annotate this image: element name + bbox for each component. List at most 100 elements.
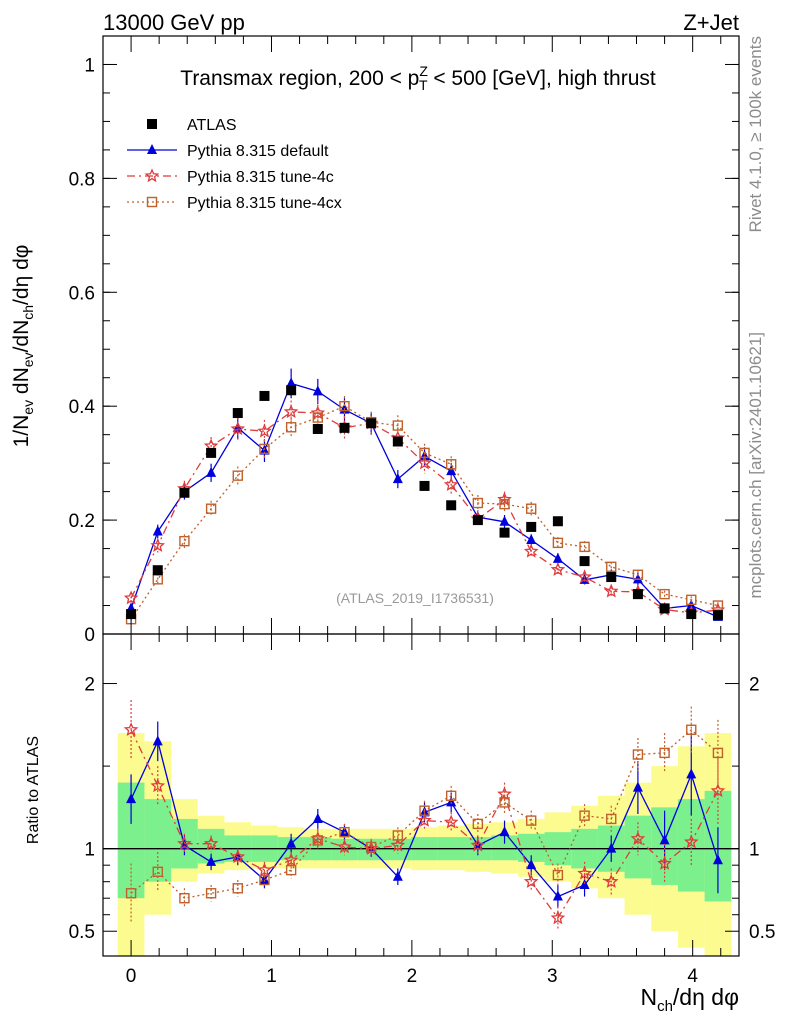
ratio-tune-4cx-point (526, 815, 537, 826)
ratio-ytick-label: 1 (84, 840, 95, 861)
legend-marker (144, 168, 160, 183)
atlas-point (392, 436, 403, 447)
ratio-tune-4c-point (470, 837, 486, 852)
ratio-tune-4c-point (177, 836, 192, 851)
main-tune-4cx-point (579, 541, 590, 553)
atlas-point (632, 589, 643, 600)
x-axis-label: Nch/dη dφ (640, 984, 739, 1015)
main-default-point (526, 534, 537, 545)
main-tune-4c-point (283, 404, 299, 419)
main-tune-4cx-line (130, 405, 719, 620)
legend: ATLAS Pythia 8.315 default Pythia 8.315 tu… (127, 117, 342, 212)
ratio-ytick-label-right: 0.5 (749, 922, 775, 943)
ratio-ytick-label-right: 2 (749, 675, 760, 696)
ratio-panel: 0.5 0.5 1 1 2 2 0 1 2 3 4 (69, 633, 775, 987)
ratio-default-point (286, 837, 297, 848)
legend-marker-atlas (147, 119, 157, 129)
atlas-point (312, 423, 323, 434)
ratio-tune-4cx-point (606, 813, 617, 825)
ratio-default-point (632, 781, 643, 792)
ratio-default-point (206, 855, 217, 866)
ratio-default-point (606, 842, 617, 853)
atlas-point (526, 521, 537, 532)
main-tune-4cx-point (472, 497, 484, 509)
ratio-ytick-label: 0.5 (69, 922, 95, 943)
ratio-tune-4c-point (577, 865, 592, 880)
ratio-default-point (339, 826, 350, 837)
main-tune-4c-point (443, 477, 459, 491)
legend-marker (147, 144, 157, 154)
xtick-label: 1 (266, 966, 277, 987)
ratio-default-point (552, 890, 563, 901)
main-default-line (130, 382, 719, 618)
legend-label: ATLAS (187, 117, 237, 134)
main-title: Transmax region, 200 < pZ T < 500 [GeV], … (180, 63, 656, 93)
title-sub: T (419, 77, 428, 93)
ratio-tune-4cx-point (152, 866, 163, 877)
main-ytick-label: 0 (84, 625, 95, 646)
xtick-label: 3 (547, 966, 558, 987)
main-tune-4cx-point (552, 537, 564, 549)
ratio-default-point (526, 859, 537, 870)
xtick-label: 2 (407, 966, 418, 987)
ratio-tune-4cx-point (285, 864, 297, 876)
ratio-default-point (446, 796, 457, 807)
ratio-tune-4cx-point (579, 810, 590, 821)
atlas-point (286, 385, 297, 396)
ratio-default-point (579, 878, 590, 889)
atlas-point (446, 500, 457, 511)
ratio-tune-4cx-point (179, 893, 190, 904)
ratio-tune-4c-point (230, 849, 246, 864)
legend-label: Pythia 8.315 tune-4cx (187, 195, 342, 212)
ratio-tune-4c-point (443, 814, 459, 829)
ratio-tune-4cx-point (205, 888, 217, 899)
main-tune-4c-point (603, 583, 619, 598)
xtick-label: 4 (687, 966, 698, 987)
ratio-default-point (659, 834, 670, 845)
main-default-point (552, 552, 563, 563)
main-tune-4cx-point (312, 412, 324, 423)
atlas-point (579, 556, 590, 567)
ratio-tune-4cx-point (312, 835, 324, 846)
ratio-tune-4c-line (130, 729, 719, 920)
analysis-watermark: (ATLAS_2019_I1736531) (336, 590, 494, 606)
ratio-tune-4c-point (657, 855, 672, 870)
ratio-frame (102, 633, 740, 957)
main-tune-4cx-point (632, 569, 644, 580)
main-tune-4cx-point (526, 503, 537, 514)
atlas-point (606, 572, 617, 583)
ratio-default-point (392, 870, 403, 881)
ratio-tune-4cx-point (552, 869, 564, 881)
legend-label: Pythia 8.315 default (187, 143, 329, 160)
main-ytick-label: 1 (84, 55, 95, 76)
ratio-tune-4c-point (150, 778, 166, 793)
main-tune-4c-point (577, 569, 592, 584)
atlas-point (152, 565, 163, 576)
title-text-after: < 500 [GeV], high thrust (428, 67, 656, 90)
ratio-tune-4cx-point (339, 826, 350, 838)
ratio-ytick-label-right: 1 (749, 840, 760, 861)
title-sup: Z (419, 63, 428, 79)
main-tune-4cx-point (499, 498, 510, 510)
atlas-point (472, 515, 483, 526)
ratio-tune-4cx-point (419, 805, 430, 816)
main-default-point (312, 385, 323, 396)
legend-marker (146, 196, 158, 208)
atlas-point (712, 610, 723, 621)
main-default-point (499, 515, 510, 526)
atlas-point (179, 487, 190, 498)
ratio-default-point (259, 874, 270, 885)
mcplots-label: mcplots.cern.ch [arXiv:2401.10621] (746, 332, 765, 598)
ratio-tune-4cx-point (659, 747, 670, 759)
ratio-tune-4c-point (523, 874, 539, 888)
main-tune-4cx-point (179, 535, 190, 547)
ratio-y-axis-label: Ratio to ATLAS (25, 736, 42, 844)
main-tune-4cx-point (606, 561, 617, 572)
ratio-tune-4c-point (497, 786, 512, 801)
main-ytick-label: 0.4 (69, 397, 96, 418)
atlas-point (232, 408, 243, 419)
main-tune-4c-point (123, 590, 139, 605)
process-label: Z+Jet (683, 10, 739, 35)
main-tune-4c-point (550, 561, 566, 576)
